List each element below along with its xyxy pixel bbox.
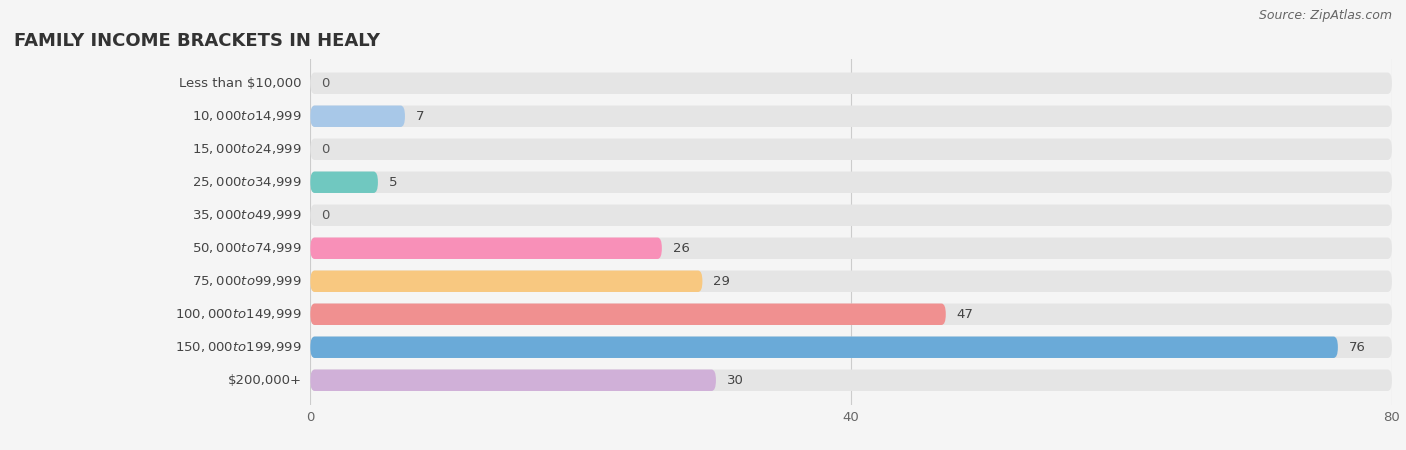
Text: $25,000 to $34,999: $25,000 to $34,999 — [191, 175, 301, 189]
Text: $50,000 to $74,999: $50,000 to $74,999 — [191, 241, 301, 255]
Text: $15,000 to $24,999: $15,000 to $24,999 — [191, 142, 301, 156]
FancyBboxPatch shape — [311, 72, 1392, 94]
Text: $150,000 to $199,999: $150,000 to $199,999 — [174, 340, 301, 354]
Text: 76: 76 — [1348, 341, 1365, 354]
FancyBboxPatch shape — [311, 337, 1339, 358]
FancyBboxPatch shape — [311, 238, 662, 259]
FancyBboxPatch shape — [311, 303, 946, 325]
Text: FAMILY INCOME BRACKETS IN HEALY: FAMILY INCOME BRACKETS IN HEALY — [14, 32, 380, 50]
Text: 0: 0 — [321, 143, 329, 156]
FancyBboxPatch shape — [311, 106, 405, 127]
Text: $10,000 to $14,999: $10,000 to $14,999 — [191, 109, 301, 123]
Text: 5: 5 — [388, 176, 398, 189]
Text: 30: 30 — [727, 374, 744, 387]
Text: 7: 7 — [416, 110, 425, 123]
FancyBboxPatch shape — [311, 171, 378, 193]
Text: Less than $10,000: Less than $10,000 — [179, 77, 301, 90]
Text: 0: 0 — [321, 77, 329, 90]
FancyBboxPatch shape — [311, 369, 1392, 391]
FancyBboxPatch shape — [311, 171, 1392, 193]
FancyBboxPatch shape — [311, 270, 703, 292]
Text: 29: 29 — [713, 275, 730, 288]
Text: $200,000+: $200,000+ — [228, 374, 301, 387]
Text: $75,000 to $99,999: $75,000 to $99,999 — [191, 274, 301, 288]
Text: Source: ZipAtlas.com: Source: ZipAtlas.com — [1258, 9, 1392, 22]
FancyBboxPatch shape — [311, 303, 1392, 325]
Text: 0: 0 — [321, 209, 329, 222]
Text: 26: 26 — [672, 242, 689, 255]
FancyBboxPatch shape — [311, 204, 1392, 226]
FancyBboxPatch shape — [311, 238, 1392, 259]
FancyBboxPatch shape — [311, 270, 1392, 292]
FancyBboxPatch shape — [311, 106, 1392, 127]
Text: $35,000 to $49,999: $35,000 to $49,999 — [191, 208, 301, 222]
FancyBboxPatch shape — [311, 139, 1392, 160]
FancyBboxPatch shape — [311, 369, 716, 391]
Text: $100,000 to $149,999: $100,000 to $149,999 — [174, 307, 301, 321]
FancyBboxPatch shape — [311, 337, 1392, 358]
Text: 47: 47 — [956, 308, 973, 321]
